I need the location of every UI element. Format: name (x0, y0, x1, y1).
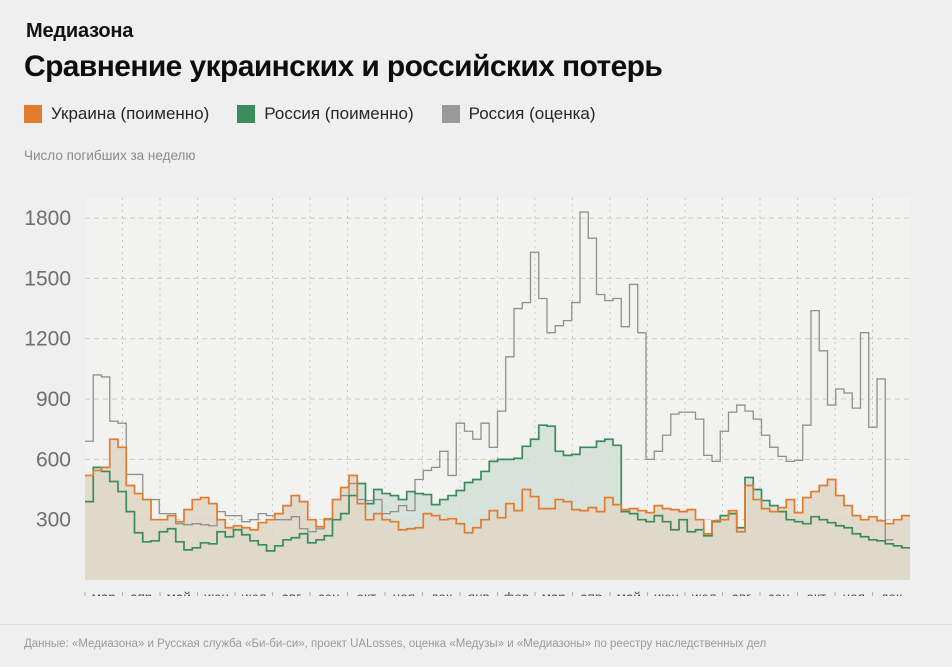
y-axis-tick-label: 900 (36, 388, 71, 411)
x-axis-month-label: фев (503, 590, 529, 596)
x-axis-month-label: окт (806, 590, 826, 596)
x-axis-separator: | (383, 590, 387, 596)
x-axis-month-label: мар (542, 590, 566, 596)
orange-square-swatch (24, 105, 42, 123)
x-axis-separator: | (796, 590, 800, 596)
x-axis-separator: | (121, 590, 125, 596)
x-axis-month-label: май (617, 590, 641, 596)
chart-legend: Украина (поименно) Россия (поименно) Рос… (24, 104, 596, 124)
y-axis-tick-label: 1200 (24, 328, 71, 351)
x-axis-separator: | (608, 590, 612, 596)
chart-area: 300 600 900 1200 1500 1800 мар | апр | май | июн | июл… (0, 176, 952, 596)
x-axis-separator: | (721, 590, 725, 596)
x-axis-separator: | (308, 590, 312, 596)
line-russia-estimate (85, 211, 894, 541)
x-axis-separator: | (833, 590, 837, 596)
y-axis-tick-label: 1500 (24, 267, 71, 290)
x-axis-month-label: окт (356, 590, 376, 596)
x-axis-separator: | (83, 590, 87, 596)
area-ukraine (85, 439, 910, 580)
x-axis-month-label: июл (241, 590, 266, 596)
line-ukraine (85, 438, 910, 535)
x-axis-separator: | (233, 590, 237, 596)
x-axis-separator: | (346, 590, 350, 596)
x-axis-separator: | (646, 590, 650, 596)
x-axis-separator: | (196, 590, 200, 596)
x-axis-month-label: апр (130, 590, 152, 596)
x-axis-separator: | (683, 590, 687, 596)
legend-label-russia-estimate: Россия (оценка) (468, 104, 596, 123)
x-axis-month-label: мар (92, 590, 116, 596)
gray-square-swatch (441, 105, 460, 123)
footer-divider (0, 624, 952, 625)
legend-item-russia-named[interactable]: Россия (поименно) (237, 104, 414, 124)
x-axis-month-label: сен (318, 590, 340, 596)
x-axis-month-label: ноя (393, 590, 415, 596)
x-axis-month-label: апр (580, 590, 602, 596)
x-axis-month-label: авг (731, 590, 751, 596)
brand-label: Медиазона (26, 20, 134, 42)
x-axis-month-label: ноя (843, 590, 865, 596)
source-note: Данные: «Медиазона» и Русская служба «Би… (24, 638, 767, 650)
x-axis-month-label: июн (204, 590, 229, 596)
x-axis-separator: | (871, 590, 875, 596)
x-axis-month-label: июл (691, 590, 716, 596)
x-axis-separator: | (571, 590, 575, 596)
x-axis-month-label: дек (431, 590, 452, 596)
x-axis-separator: | (271, 590, 275, 596)
x-axis-month-label: дек (881, 590, 902, 596)
x-axis-separator: | (496, 590, 500, 596)
y-axis-tick-label: 600 (36, 448, 71, 471)
line-russia-named (85, 424, 910, 552)
x-axis-separator: | (533, 590, 537, 596)
y-axis-tick-label: 300 (36, 509, 71, 532)
x-axis-separator: | (421, 590, 425, 596)
y-axis-note: Число погибших за неделю (24, 148, 196, 163)
x-axis-month-label: май (167, 590, 191, 596)
legend-label-russia-named: Россия (поименно) (264, 104, 414, 123)
x-axis-month-label: июн (654, 590, 679, 596)
y-axis-tick-label: 1800 (24, 207, 71, 230)
legend-label-ukraine: Украина (поименно) (51, 104, 210, 123)
page-title: Сравнение украинских и российских потерь (24, 50, 663, 83)
x-axis-month-label: авг (281, 590, 301, 596)
x-axis-separator: | (158, 590, 162, 596)
green-square-swatch (237, 105, 256, 123)
legend-item-russia-estimate[interactable]: Россия (оценка) (441, 104, 596, 124)
x-axis-month-label: сен (768, 590, 790, 596)
x-axis-separator: | (758, 590, 762, 596)
x-axis-month-label: янв (468, 590, 490, 596)
x-axis-separator: | (458, 590, 462, 596)
losses-step-chart: 300 600 900 1200 1500 1800 мар | апр | май | июн | июл… (24, 198, 910, 596)
legend-item-ukraine[interactable]: Украина (поименно) (24, 104, 209, 124)
